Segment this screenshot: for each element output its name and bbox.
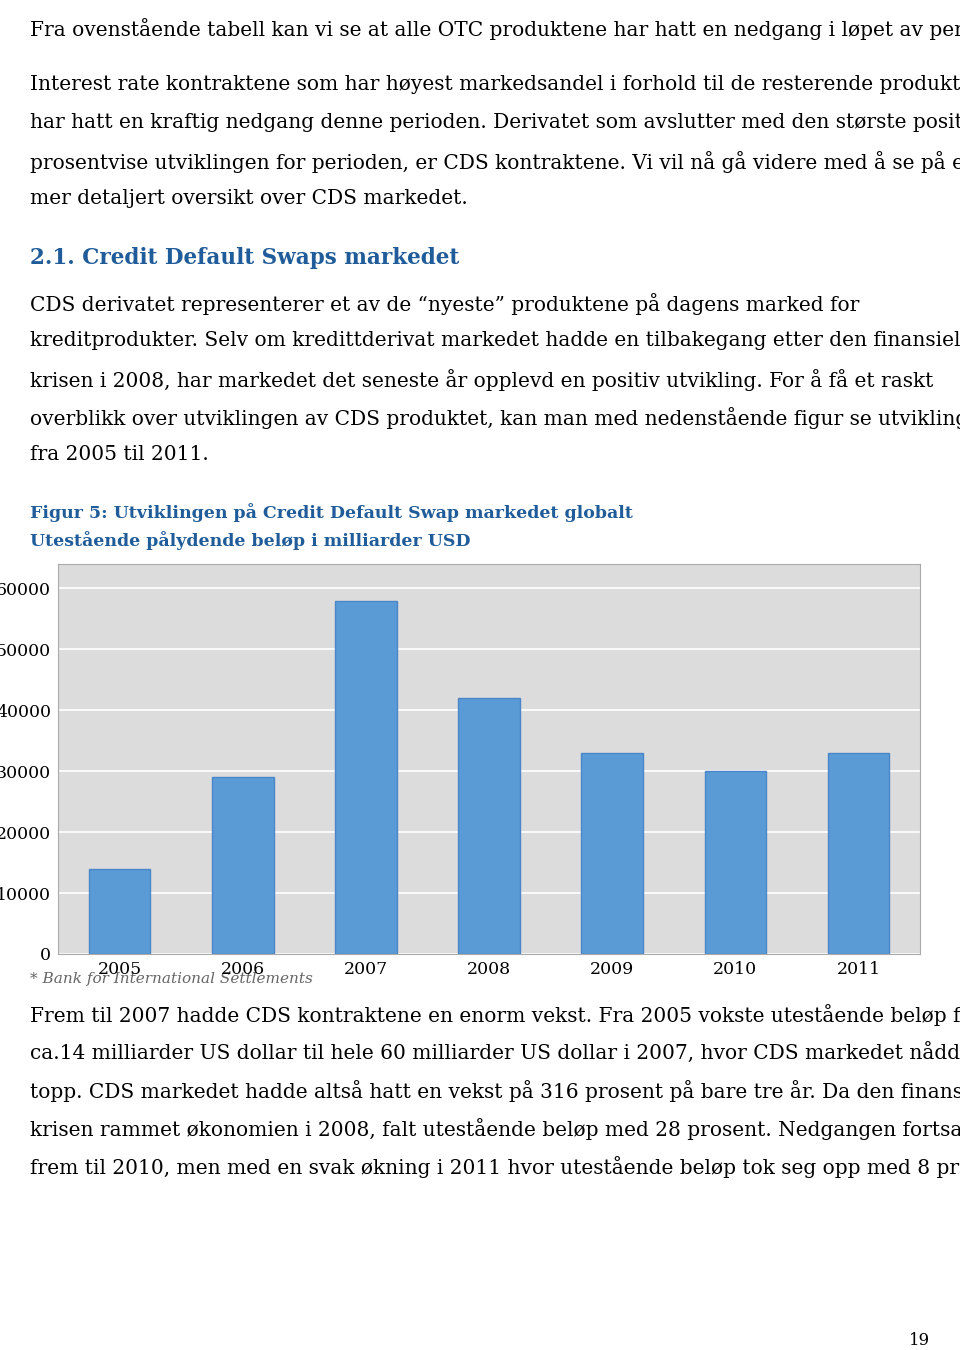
Text: krisen i 2008, har markedet det seneste år opplevd en positiv utvikling. For å f: krisen i 2008, har markedet det seneste … [30,369,933,391]
Text: fra 2005 til 2011.: fra 2005 til 2011. [30,446,208,464]
Text: 2.1. Credit Default Swaps markedet: 2.1. Credit Default Swaps markedet [30,247,459,269]
Text: overblikk over utviklingen av CDS produktet, kan man med nedenstående figur se u: overblikk over utviklingen av CDS produk… [30,406,960,429]
Bar [88,868,151,954]
Text: krisen rammet økonomien i 2008, falt utestående beløp med 28 prosent. Nedgangen : krisen rammet økonomien i 2008, falt ute… [30,1118,960,1139]
Text: Interest rate kontraktene som har høyest markedsandel i forhold til de resterend: Interest rate kontraktene som har høyest… [30,76,960,95]
Text: mer detaljert oversikt over CDS markedet.: mer detaljert oversikt over CDS markedet… [30,189,468,208]
Bar [335,601,396,954]
Text: frem til 2010, men med en svak økning i 2011 hvor utestående beløp tok seg opp m: frem til 2010, men med en svak økning i … [30,1156,960,1179]
Bar [458,698,519,954]
Bar [705,771,766,954]
Text: Fra ovenstående tabell kan vi se at alle OTC produktene har hatt en nedgang i lø: Fra ovenstående tabell kan vi se at alle… [30,18,960,40]
Bar [828,753,889,954]
Text: prosentvise utviklingen for perioden, er CDS kontraktene. Vi vil nå gå videre me: prosentvise utviklingen for perioden, er… [30,151,960,173]
Text: * Bank for International Settlements: * Bank for International Settlements [30,972,313,986]
Bar [582,753,643,954]
Text: topp. CDS markedet hadde altså hatt en vekst på 316 prosent på bare tre år. Da d: topp. CDS markedet hadde altså hatt en v… [30,1080,960,1102]
Text: Frem til 2007 hadde CDS kontraktene en enorm vekst. Fra 2005 vokste utestående b: Frem til 2007 hadde CDS kontraktene en e… [30,1004,960,1026]
Text: ca.14 milliarder US dollar til hele 60 milliarder US dollar i 2007, hvor CDS mar: ca.14 milliarder US dollar til hele 60 m… [30,1042,960,1062]
Text: kreditprodukter. Selv om kredittderivat markedet hadde en tilbakegang etter den : kreditprodukter. Selv om kredittderivat … [30,331,960,350]
Text: har hatt en kraftig nedgang denne perioden. Derivatet som avslutter med den stør: har hatt en kraftig nedgang denne period… [30,113,960,132]
Bar [212,778,274,954]
Text: 19: 19 [909,1332,930,1349]
Text: Figur 5: Utviklingen på Credit Default Swap markedet globalt: Figur 5: Utviklingen på Credit Default S… [30,504,633,522]
Text: CDS derivatet representerer et av de “nyeste” produktene på dagens marked for: CDS derivatet representerer et av de “ny… [30,293,859,315]
Text: Utestående pålydende beløp i milliarder USD: Utestående pålydende beløp i milliarder … [30,531,470,549]
